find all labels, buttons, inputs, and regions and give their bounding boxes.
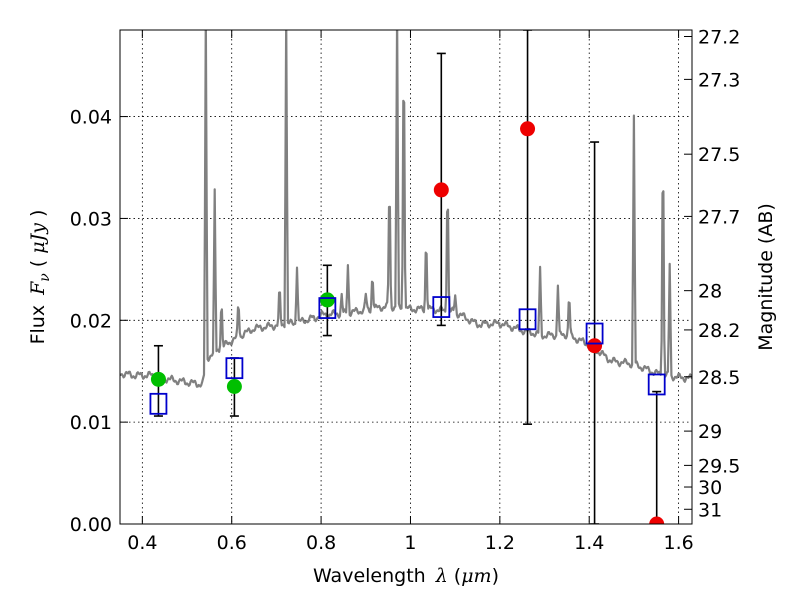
y2-tick-label: 27.5 [698, 144, 740, 166]
x-tick-label: 0.4 [127, 532, 157, 554]
y-tick-label: 0.04 [70, 107, 112, 129]
model-photometry-point [318, 297, 337, 319]
x-tick-label: 1.6 [663, 532, 693, 554]
y2-tick-label: 27.7 [698, 206, 740, 228]
model-photometry-point [149, 392, 168, 415]
observed-flux-point [226, 378, 242, 394]
plot-frame [119, 29, 693, 525]
y2-tick-label: 29.5 [698, 455, 740, 477]
model-photometry-point [518, 308, 537, 331]
x-axis-title: Wavelength λ (μm) [313, 565, 499, 587]
y2-tick-label: 30 [698, 477, 722, 499]
y2-tick-label: 27.2 [698, 26, 740, 48]
y2-tick-label: 28.5 [698, 367, 740, 389]
y-axis-title: FluxFν ( μJy ) [27, 210, 53, 345]
x-tick-label: 0.8 [306, 532, 336, 554]
observed-flux-point [587, 338, 603, 354]
x-tick-label: 1.4 [574, 532, 604, 554]
y2-tick-label: 29 [698, 421, 722, 443]
tick-labels: 0.4 0.6 0.8 1 1.2 1.4 1.6 0.00 0.01 0.02 0.03 0.04 2… [70, 26, 741, 554]
observed-flux-point [649, 516, 665, 524]
model-photometry-point [585, 322, 604, 345]
observed-flux-point [150, 371, 166, 387]
y2-tick-label: 27.3 [698, 69, 740, 91]
y2-tick-label: 31 [698, 499, 722, 521]
y2-tick-label: 28.2 [698, 320, 740, 342]
model-spectrum-line [120, 30, 692, 388]
model-photometry-point [225, 357, 244, 380]
y2-axis-title: Magnitude (AB) [755, 203, 777, 351]
observed-flux-point [319, 292, 335, 308]
data-layer [120, 30, 692, 524]
x-tick-label: 1 [404, 532, 416, 554]
x-tick-label: 0.6 [217, 532, 247, 554]
model-photometry-point [432, 296, 451, 318]
y-tick-label: 0.00 [70, 514, 112, 536]
x-tick-label: 1.2 [485, 532, 515, 554]
y-tick-label: 0.03 [70, 208, 112, 230]
y-tick-label: 0.01 [70, 412, 112, 434]
model-photometry-point [647, 373, 666, 396]
observed-flux-point [433, 182, 449, 198]
observed-flux-point [520, 121, 536, 137]
y2-tick-label: 28 [698, 281, 722, 303]
y-tick-label: 0.02 [70, 310, 112, 332]
